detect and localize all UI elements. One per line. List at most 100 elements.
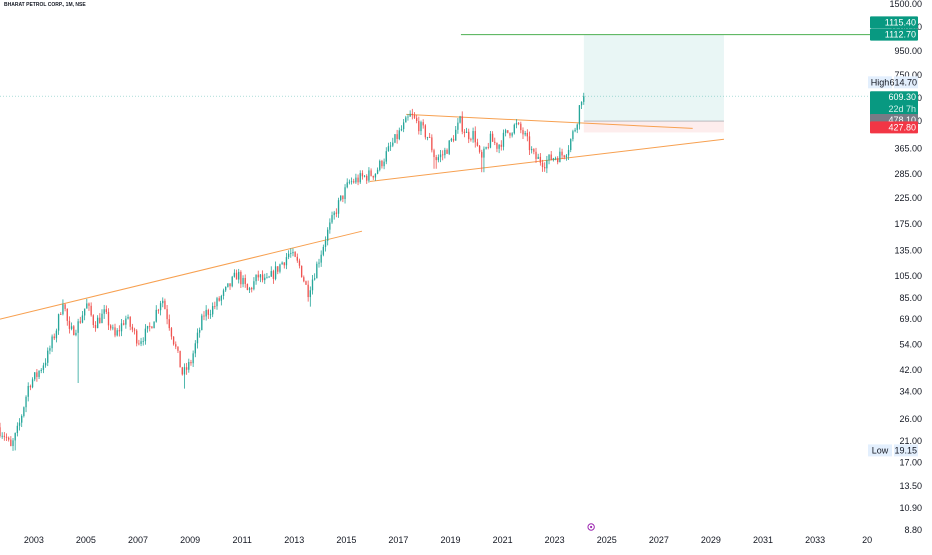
time-tick-label: 2009 (180, 535, 200, 545)
candle-body (88, 303, 90, 306)
candle-body (25, 396, 27, 408)
candle-body (457, 122, 459, 130)
candle (565, 154, 568, 161)
candle-body (29, 385, 32, 388)
candle-body (164, 300, 166, 310)
price-tag-high: High 614.70 (868, 76, 918, 89)
candle (366, 174, 368, 184)
candle-body (491, 133, 494, 142)
candle (546, 155, 548, 174)
candle (222, 288, 225, 300)
candle-body (342, 195, 344, 200)
candle (209, 309, 212, 319)
candle (318, 258, 320, 268)
candle-body (340, 195, 342, 201)
candle (229, 283, 231, 290)
candle (125, 315, 127, 329)
tag-prefix: Low (872, 445, 889, 455)
price-tick-label: 175.00 (894, 219, 922, 229)
candle-body (504, 130, 507, 133)
candle-body (398, 130, 400, 139)
candle-body (574, 129, 576, 132)
candle (465, 127, 468, 133)
candle (359, 170, 361, 184)
candle (337, 197, 340, 218)
candle-body (42, 365, 45, 370)
candle-body (133, 329, 136, 331)
price-tag-low: Low 19.15 (868, 444, 918, 457)
candle-body (159, 303, 162, 311)
candle-body (541, 162, 544, 168)
candle (279, 263, 281, 274)
candle (211, 302, 214, 318)
candle (487, 142, 489, 150)
candle (433, 148, 435, 169)
candle-body (138, 343, 140, 345)
candle-body (452, 138, 455, 141)
candle (203, 311, 205, 321)
candle (500, 140, 502, 151)
candle (554, 156, 557, 161)
candle (457, 118, 459, 134)
candle-body (346, 182, 348, 188)
candle-body (539, 156, 542, 163)
candle (472, 127, 474, 143)
candle (253, 277, 255, 291)
candle (138, 339, 140, 346)
candle (188, 358, 190, 373)
candle-body (274, 266, 277, 279)
candle (370, 168, 372, 177)
candle-body (381, 160, 383, 167)
candle-body (411, 113, 413, 115)
candle (101, 309, 103, 324)
candle-body (335, 212, 338, 214)
candle (383, 158, 385, 170)
candle-body (376, 169, 379, 174)
tag-value: 614.70 (889, 77, 917, 87)
candle (123, 320, 125, 326)
candle (357, 174, 359, 186)
candle (320, 250, 322, 267)
candle (567, 145, 570, 161)
candle (537, 153, 539, 159)
candle-body (331, 215, 333, 223)
candle-body (118, 330, 121, 332)
candle (437, 154, 440, 163)
candle (331, 211, 333, 224)
candle-body (324, 240, 327, 247)
candle-body (494, 141, 496, 143)
candle-body (359, 173, 361, 183)
candle-body (439, 154, 442, 158)
candle-body (515, 122, 518, 125)
candle (64, 303, 66, 312)
candle (42, 362, 45, 374)
time-tick-label: 2011 (233, 535, 252, 545)
time-tick-label: 2003 (24, 535, 44, 545)
candle (266, 272, 268, 279)
candle-body (311, 279, 314, 291)
candle-body (75, 332, 77, 336)
candle (264, 273, 266, 284)
candle (522, 127, 524, 140)
candle-body (16, 425, 19, 434)
candle (240, 270, 242, 288)
candle (372, 175, 374, 180)
tag-bg (894, 76, 918, 89)
candle-body (14, 433, 16, 441)
candle-body (225, 286, 227, 291)
candle-body (146, 325, 149, 329)
time-tick-label: 2031 (753, 535, 773, 545)
candle (376, 167, 379, 175)
candle (144, 324, 147, 345)
candle-body (172, 336, 175, 345)
candle (40, 368, 42, 374)
candle-body (461, 116, 463, 132)
candle (179, 350, 181, 368)
time-axis[interactable]: 2003 2005 2007 2009 2011 2013 2015 2017 2019 2021… (24, 523, 872, 545)
candle-body (229, 283, 231, 287)
candle-body (374, 173, 377, 178)
candle (0, 422, 1, 438)
candle (583, 92, 585, 105)
